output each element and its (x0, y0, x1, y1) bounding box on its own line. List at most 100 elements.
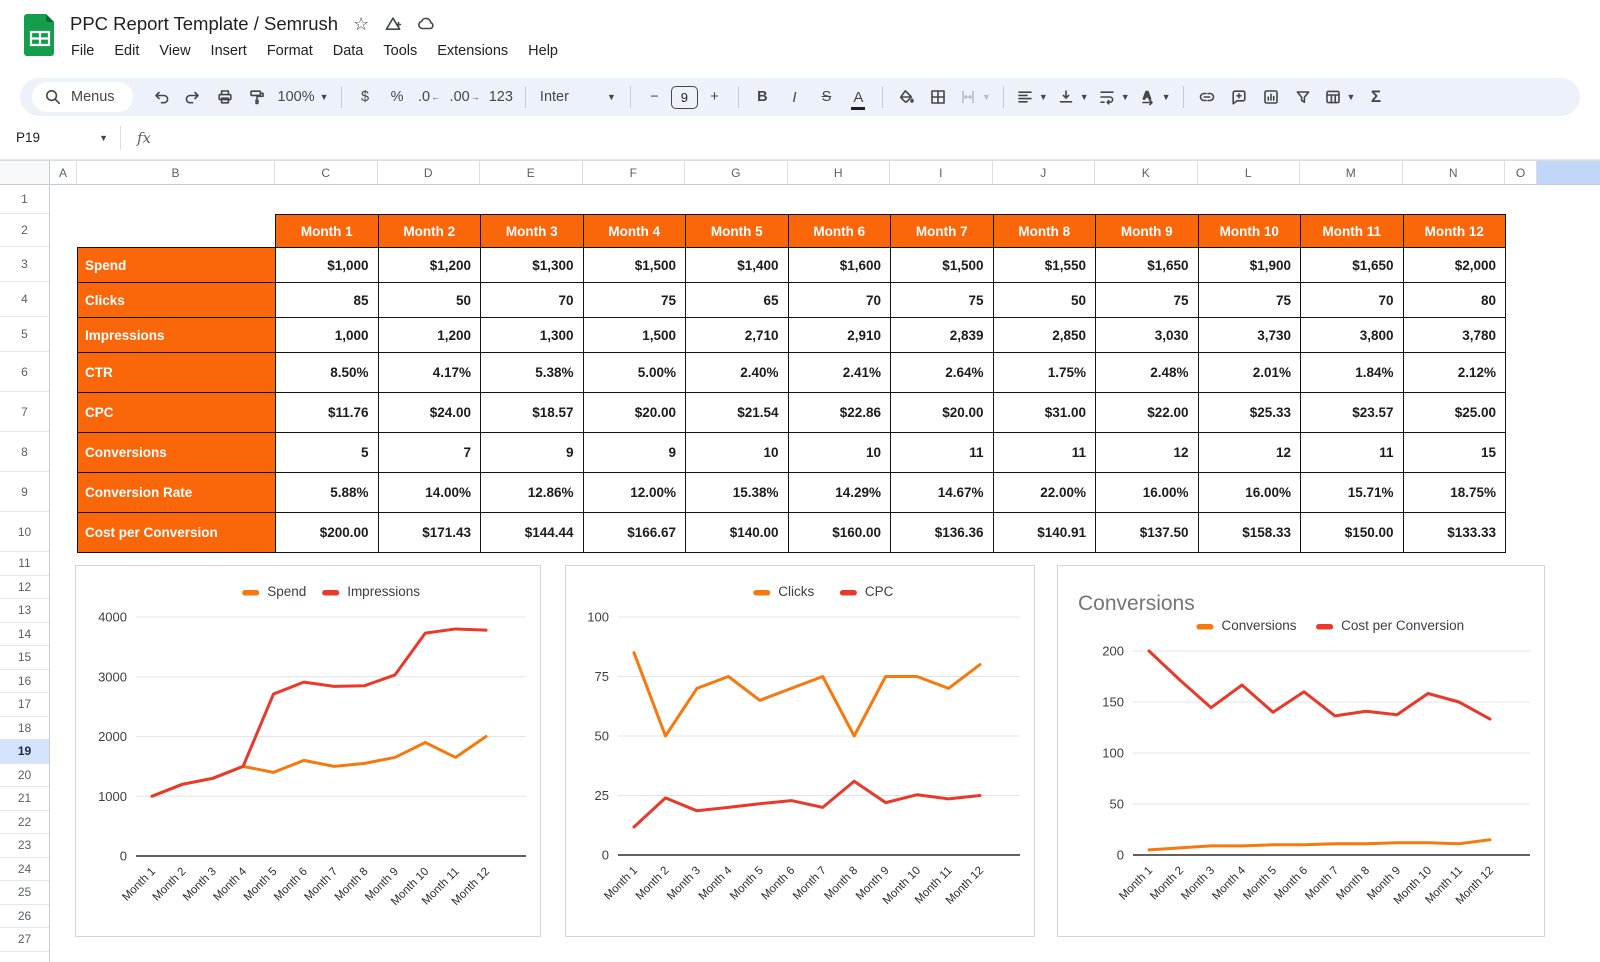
table-cell[interactable]: 10 (685, 432, 789, 473)
row-header-19[interactable]: 19 (0, 740, 49, 764)
text-rotation-button[interactable]: A ▼ (1135, 83, 1175, 111)
table-cell[interactable]: 3,030 (1095, 317, 1199, 353)
row-header-26[interactable]: 26 (0, 905, 49, 928)
select-all-corner[interactable] (0, 160, 50, 185)
column-header-P[interactable] (1537, 161, 1600, 184)
italic-button[interactable]: I (779, 83, 810, 111)
row-header-2[interactable]: 2 (0, 214, 49, 247)
table-cell[interactable]: 11 (1300, 432, 1404, 473)
table-cell[interactable]: 12 (1095, 432, 1199, 473)
table-cell[interactable]: $1,650 (1095, 247, 1199, 283)
table-cell[interactable]: 75 (1197, 282, 1301, 318)
column-header-J[interactable]: J (993, 161, 1095, 184)
clicks-cpc-chart[interactable]: 0 25 50 75 100 Month 1 Month 2 Month 3 Month 4 Mo… (565, 565, 1035, 937)
table-cell[interactable]: 7 (377, 432, 481, 473)
column-header-N[interactable]: N (1403, 161, 1505, 184)
row-header-6[interactable]: 6 (0, 352, 49, 392)
table-cell[interactable]: $1,900 (1197, 247, 1301, 283)
menu-insert[interactable]: Insert (210, 43, 247, 59)
table-cell[interactable]: $25.33 (1197, 392, 1301, 433)
menu-format[interactable]: Format (266, 43, 313, 59)
table-cell[interactable]: 12.86% (480, 472, 584, 513)
row-header-9[interactable]: 9 (0, 472, 49, 512)
table-cell[interactable]: $171.43 (377, 512, 481, 553)
menu-edit[interactable]: Edit (114, 43, 140, 59)
table-cell[interactable]: 8.50% (275, 352, 379, 393)
borders-button[interactable] (923, 83, 954, 111)
table-cell[interactable]: $1,300 (480, 247, 584, 283)
table-cell[interactable]: $24.00 (377, 392, 481, 433)
row-header-27[interactable]: 27 (0, 928, 49, 952)
row-header-3[interactable]: 3 (0, 247, 49, 282)
table-cell[interactable]: 15.38% (685, 472, 789, 513)
spend-impressions-chart[interactable]: 0 1000 2000 3000 4000 Month 1 Month 2 Month 3 Mo… (75, 565, 541, 937)
table-cell[interactable]: 70 (480, 282, 584, 318)
table-cell[interactable]: $140.91 (992, 512, 1096, 553)
insert-chart-button[interactable] (1256, 83, 1287, 111)
table-cell[interactable]: 1.75% (992, 352, 1096, 393)
table-cell[interactable]: 80 (1402, 282, 1506, 318)
row-header-15[interactable]: 15 (0, 646, 49, 670)
table-cell[interactable]: 11 (890, 432, 994, 473)
table-cell[interactable]: $158.33 (1197, 512, 1301, 553)
row-label-cell[interactable]: Conversions (77, 432, 276, 473)
table-cell[interactable]: 2.41% (787, 352, 891, 393)
table-cell[interactable]: $31.00 (992, 392, 1096, 433)
column-header-L[interactable]: L (1198, 161, 1300, 184)
table-cell[interactable]: 10 (787, 432, 891, 473)
column-header-M[interactable]: M (1300, 161, 1403, 184)
redo-button[interactable] (178, 83, 209, 111)
table-cell[interactable]: $20.00 (582, 392, 686, 433)
month-header-cell[interactable]: Month 2 (377, 214, 481, 248)
table-cell[interactable]: $11.76 (275, 392, 379, 433)
insert-link-button[interactable] (1192, 83, 1223, 111)
row-label-cell[interactable]: Conversion Rate (77, 472, 276, 513)
table-cell[interactable]: $1,550 (992, 247, 1096, 283)
month-header-cell[interactable]: Month 8 (992, 214, 1096, 248)
fill-color-button[interactable] (891, 83, 922, 111)
table-cell[interactable]: 75 (582, 282, 686, 318)
horizontal-align-button[interactable]: ▼ (1012, 83, 1052, 111)
table-cell[interactable]: 12.00% (582, 472, 686, 513)
table-cell[interactable]: 1.84% (1300, 352, 1404, 393)
table-cell[interactable]: $1,200 (377, 247, 481, 283)
row-label-cell[interactable]: Impressions (77, 317, 276, 353)
more-formats-button[interactable]: 123 (485, 83, 517, 111)
sheet-grid[interactable]: Month 1 Month 2 Month 3 Month 4 Month 5 Month… (50, 185, 1600, 962)
table-cell[interactable]: 11 (992, 432, 1096, 473)
row-header-20[interactable]: 20 (0, 764, 49, 787)
month-header-cell[interactable]: Month 7 (890, 214, 994, 248)
row-header-13[interactable]: 13 (0, 599, 49, 623)
month-header-cell[interactable]: Month 9 (1095, 214, 1199, 248)
table-cell[interactable]: 50 (377, 282, 481, 318)
menu-help[interactable]: Help (528, 43, 558, 59)
table-cell[interactable]: 22.00% (992, 472, 1096, 513)
table-cell[interactable]: $133.33 (1402, 512, 1506, 553)
row-header-17[interactable]: 17 (0, 693, 49, 717)
strikethrough-button[interactable]: S (811, 83, 842, 111)
table-cell[interactable]: 2,850 (992, 317, 1096, 353)
row-header-23[interactable]: 23 (0, 834, 49, 858)
menus-search-button[interactable]: Menus (32, 82, 133, 112)
table-cell[interactable]: 5 (275, 432, 379, 473)
table-cell[interactable]: 70 (787, 282, 891, 318)
column-header-E[interactable]: E (480, 161, 583, 184)
column-header-D[interactable]: D (378, 161, 480, 184)
table-cell[interactable]: 3,780 (1402, 317, 1506, 353)
row-header-5[interactable]: 5 (0, 317, 49, 352)
column-header-A[interactable]: A (50, 161, 77, 184)
month-header-cell[interactable]: Month 10 (1197, 214, 1301, 248)
row-header-7[interactable]: 7 (0, 392, 49, 432)
table-cell[interactable]: 12 (1197, 432, 1301, 473)
row-label-cell[interactable]: Spend (77, 247, 276, 283)
menu-data[interactable]: Data (332, 43, 364, 59)
formula-input[interactable] (151, 116, 1600, 159)
table-cell[interactable]: 2,839 (890, 317, 994, 353)
table-cell[interactable]: $136.36 (890, 512, 994, 553)
table-cell[interactable]: 15 (1402, 432, 1506, 473)
column-header-B[interactable]: B (77, 161, 275, 184)
row-header-12[interactable]: 12 (0, 576, 49, 599)
move-to-folder-icon[interactable] (384, 15, 402, 33)
month-header-cell[interactable]: Month 5 (685, 214, 789, 248)
table-cell[interactable]: 65 (685, 282, 789, 318)
